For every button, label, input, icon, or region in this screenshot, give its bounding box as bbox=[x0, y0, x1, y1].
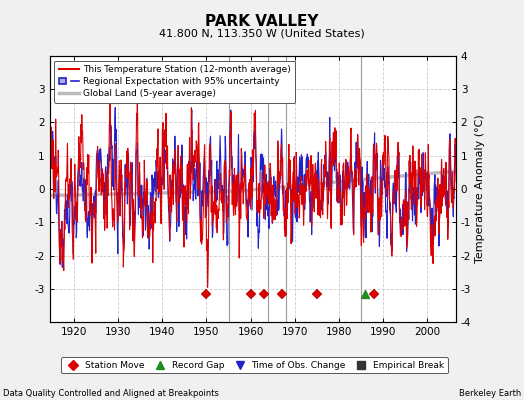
Text: PARK VALLEY: PARK VALLEY bbox=[205, 14, 319, 30]
Legend: This Temperature Station (12-month average), Regional Expectation with 95% uncer: This Temperature Station (12-month avera… bbox=[54, 60, 296, 103]
Text: Berkeley Earth: Berkeley Earth bbox=[459, 389, 521, 398]
Text: 41.800 N, 113.350 W (United States): 41.800 N, 113.350 W (United States) bbox=[159, 29, 365, 39]
Legend: Station Move, Record Gap, Time of Obs. Change, Empirical Break: Station Move, Record Gap, Time of Obs. C… bbox=[61, 357, 447, 374]
Text: Data Quality Controlled and Aligned at Breakpoints: Data Quality Controlled and Aligned at B… bbox=[3, 389, 219, 398]
Y-axis label: Temperature Anomaly (°C): Temperature Anomaly (°C) bbox=[475, 115, 485, 263]
